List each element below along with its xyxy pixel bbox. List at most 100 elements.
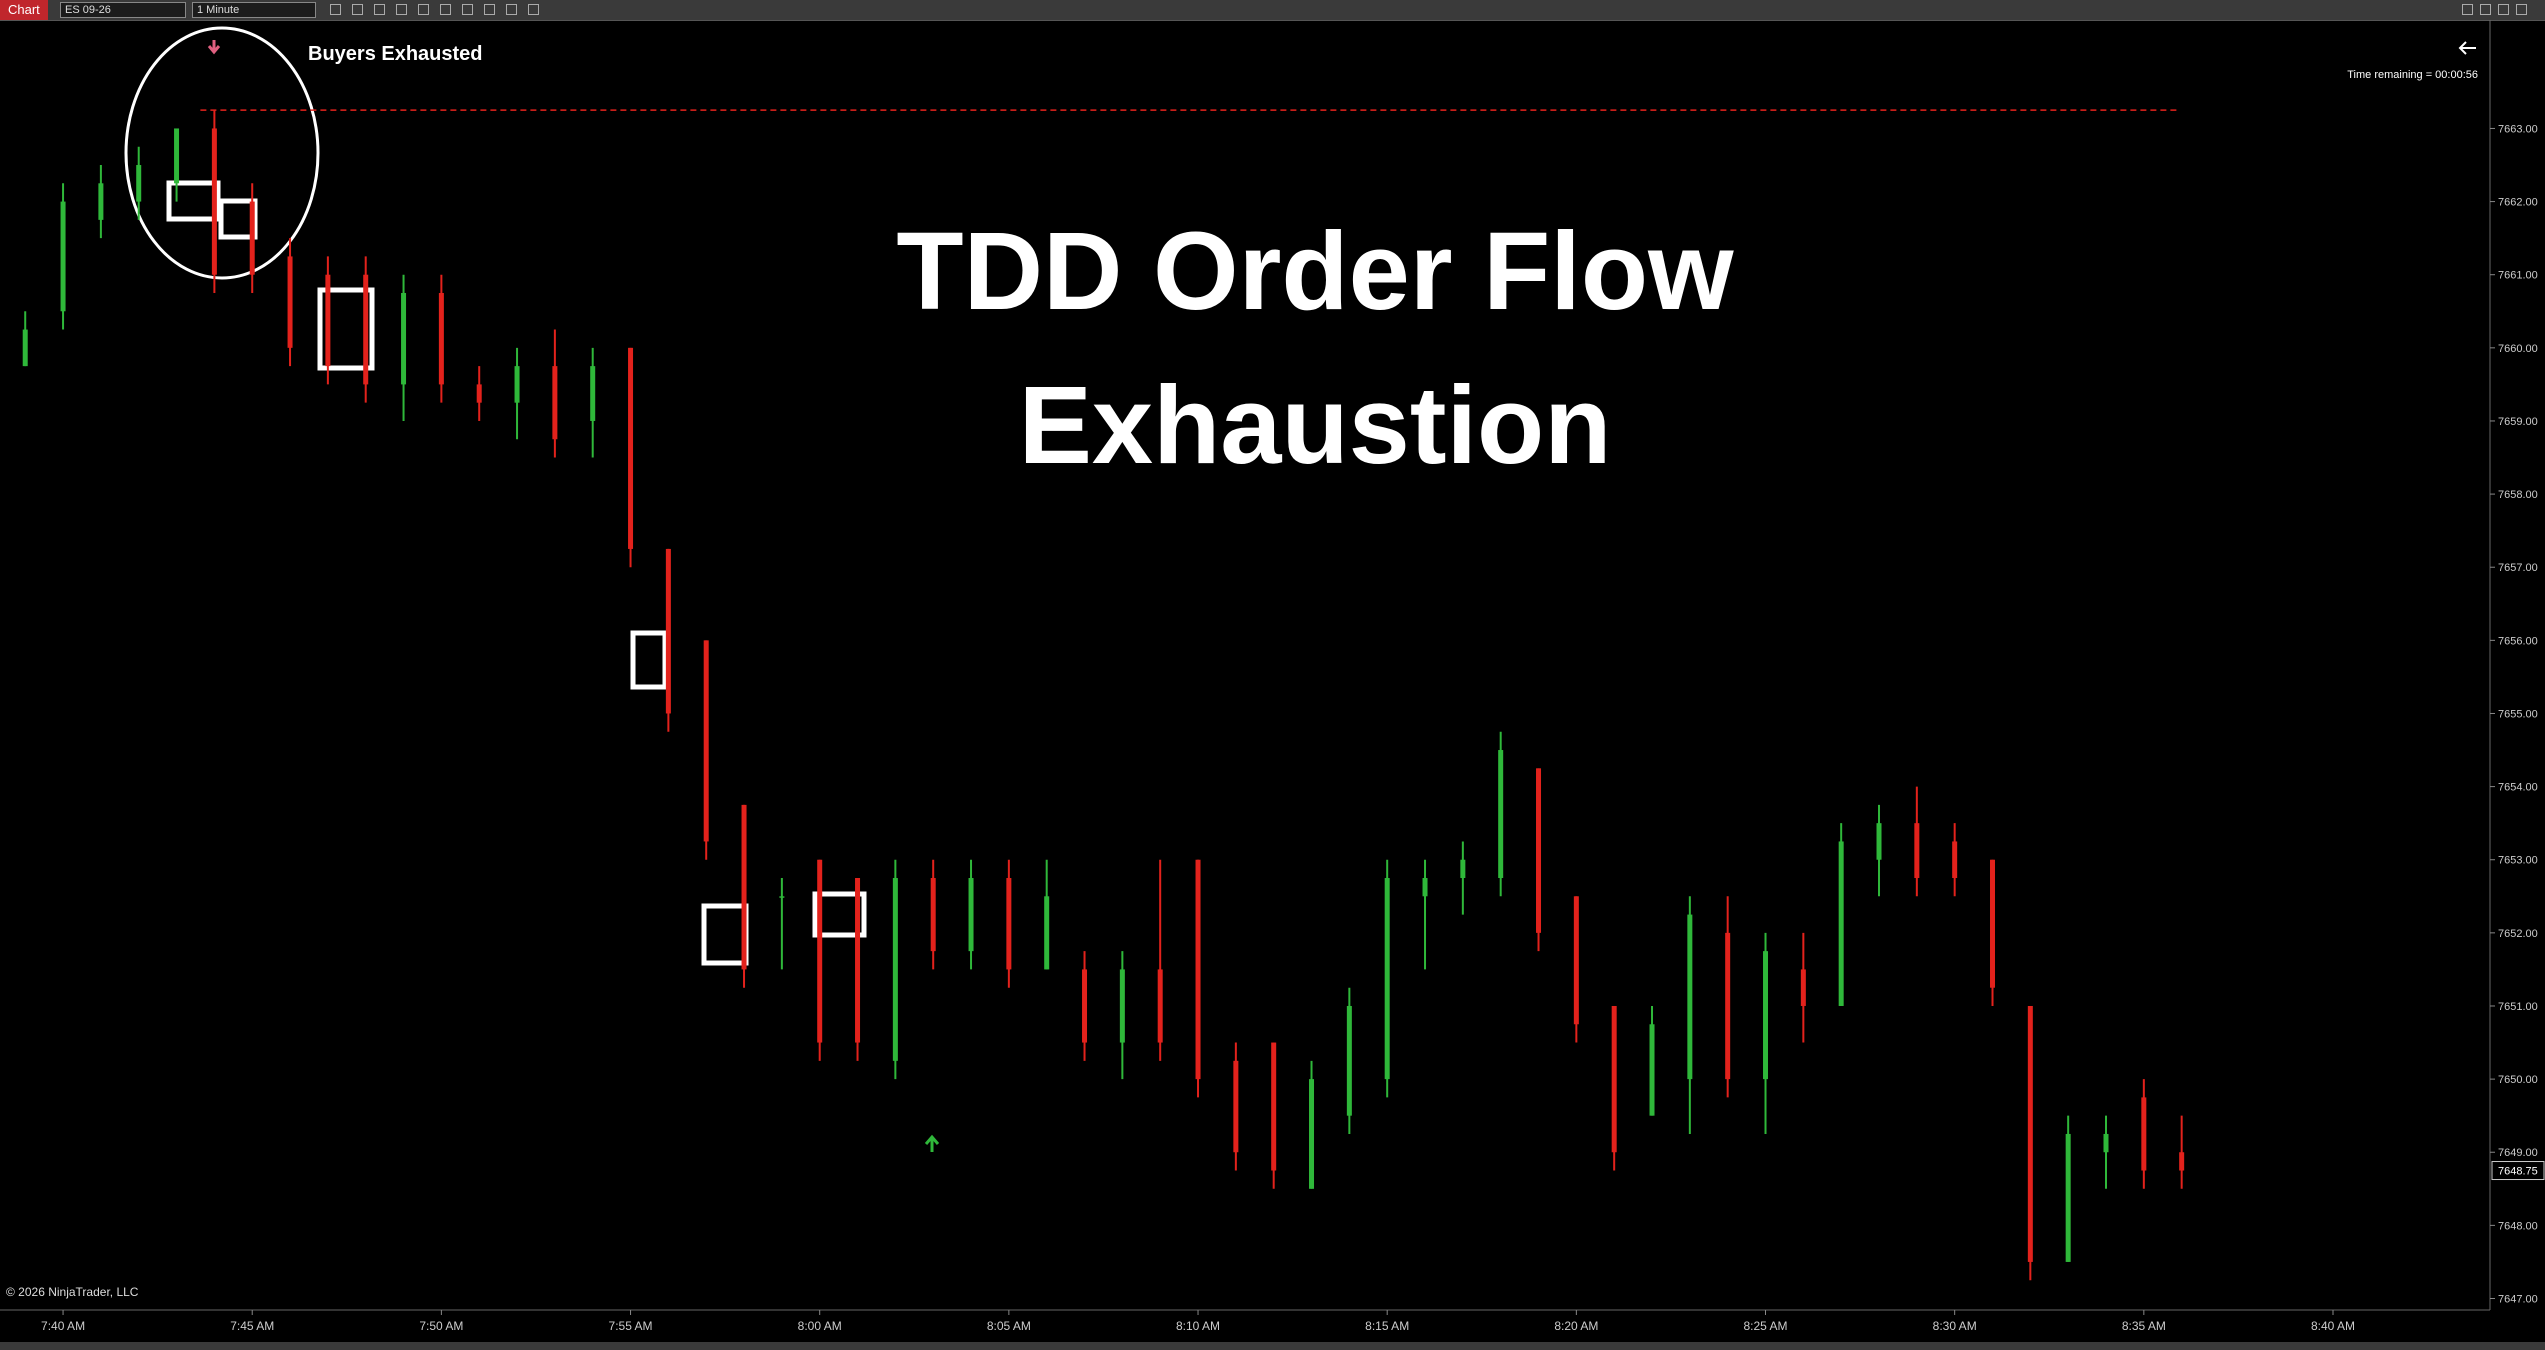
x-tick-label: 7:55 AM (609, 1319, 653, 1333)
x-tick-label: 8:20 AM (1554, 1319, 1598, 1333)
y-tick-label: 7652.00 (2498, 928, 2538, 940)
candle-body (1044, 896, 1050, 970)
copyright: © 2026 NinjaTrader, LLC (6, 1285, 139, 1299)
y-tick-label: 7648.00 (2498, 1220, 2538, 1232)
candle-body (665, 548, 671, 714)
candle-body (363, 274, 369, 385)
exhaustion-boxes (166, 180, 867, 966)
candle-body (1422, 878, 1428, 897)
toolbar: Chart ES 09-26 1 Minute (0, 0, 2545, 21)
chart: Buyers Exhausted Time remaining = 00:00:… (0, 20, 2545, 1350)
candle-body (211, 128, 217, 275)
exhaustion-box (812, 891, 867, 938)
x-tick-label: 8:40 AM (2311, 1319, 2355, 1333)
down-arrow (207, 40, 221, 55)
candle-body (2179, 1152, 2185, 1171)
candle-body (1990, 859, 1996, 988)
candle-body (1952, 841, 1958, 879)
candles (22, 110, 2185, 1281)
window-button[interactable] (2516, 4, 2527, 15)
exhaustion-box (701, 903, 749, 966)
candle-body (174, 128, 180, 184)
candle-body (1763, 951, 1769, 1080)
candle-body (1687, 914, 1693, 1080)
exhaustion-box (630, 630, 668, 690)
window-button[interactable] (2498, 4, 2509, 15)
candle-body (590, 366, 596, 421)
candle-body (98, 183, 104, 220)
candle-body (817, 859, 823, 1043)
candle-body (2103, 1133, 2109, 1153)
candle-body (855, 878, 861, 1043)
candle-body (22, 329, 28, 367)
tool-icon[interactable] (462, 4, 473, 15)
x-tick-label: 8:35 AM (2122, 1319, 2166, 1333)
candle-body (1573, 896, 1579, 1025)
candle-body (1498, 750, 1504, 879)
candle-body (2065, 1133, 2071, 1262)
candle-body (2141, 1097, 2147, 1171)
candle-body (1725, 932, 1731, 1080)
candle-body (1611, 1005, 1617, 1153)
y-tick-label: 7653.00 (2498, 855, 2538, 867)
candle-body (514, 366, 520, 403)
candle-body (1119, 969, 1125, 1043)
tool-icon[interactable] (396, 4, 407, 15)
candle-body (401, 292, 407, 385)
candle-body (1195, 859, 1201, 1080)
candle-body (552, 366, 558, 440)
candle-body (930, 878, 936, 952)
candle-body (1157, 969, 1163, 1043)
candle-body (1271, 1042, 1277, 1171)
tool-icon[interactable] (330, 4, 341, 15)
time-remaining: Time remaining = 00:00:56 (2347, 69, 2478, 81)
tool-icon[interactable] (484, 4, 495, 15)
candle-body (1082, 969, 1088, 1043)
last-price-box (2491, 1161, 2545, 1181)
tool-icon[interactable] (418, 4, 429, 15)
candle-body (438, 292, 444, 385)
candle-body (1649, 1024, 1655, 1116)
y-tick-label: 7663.00 (2498, 123, 2538, 135)
tool-icon[interactable] (440, 4, 451, 15)
candle-body (60, 201, 66, 312)
candle-body (1346, 1005, 1352, 1116)
x-tick-label: 8:05 AM (987, 1319, 1031, 1333)
x-tick-label: 7:45 AM (230, 1319, 274, 1333)
window-button[interactable] (2480, 4, 2491, 15)
candle-body (2027, 1005, 2033, 1262)
candle-body (1838, 841, 1844, 1006)
y-tick-label: 7658.00 (2498, 489, 2538, 501)
last-price-label: 7648.75 (2498, 1166, 2538, 1178)
candle-body (1309, 1079, 1315, 1189)
candle-body (1914, 823, 1920, 879)
y-tick-label: 7656.00 (2498, 635, 2538, 647)
tool-icon[interactable] (374, 4, 385, 15)
tool-icon[interactable] (352, 4, 363, 15)
candle-body (1800, 969, 1806, 1006)
window-button[interactable] (2462, 4, 2473, 15)
y-tick-label: 7662.00 (2498, 197, 2538, 209)
candle-body (1460, 859, 1466, 879)
candle-body (741, 804, 747, 970)
candle-body (1536, 768, 1542, 933)
exhaustion-box (166, 180, 221, 222)
app-tab[interactable]: Chart (0, 0, 48, 20)
x-tick-label: 8:30 AM (1933, 1319, 1977, 1333)
y-tick-label: 7659.00 (2498, 416, 2538, 428)
candle-body (1384, 878, 1390, 1080)
candle-body (1233, 1060, 1239, 1153)
back-arrow[interactable] (2458, 41, 2476, 55)
y-tick-label: 7657.00 (2498, 562, 2538, 574)
interval-select[interactable]: 1 Minute (192, 2, 316, 18)
y-tick-label: 7661.00 (2498, 270, 2538, 282)
tool-icon[interactable] (506, 4, 517, 15)
y-tick-label: 7660.00 (2498, 343, 2538, 355)
status-strip (0, 1342, 2545, 1350)
candle-body (892, 878, 898, 1061)
y-tick-label: 7651.00 (2498, 1001, 2538, 1013)
tool-icon[interactable] (528, 4, 539, 15)
instrument-select[interactable]: ES 09-26 (60, 2, 186, 18)
y-tick-label: 7647.00 (2498, 1293, 2538, 1305)
